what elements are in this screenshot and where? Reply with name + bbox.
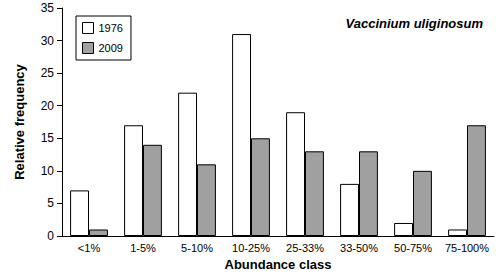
svg-text:5-10%: 5-10% — [181, 242, 213, 254]
svg-text:Relative frequency: Relative frequency — [12, 63, 27, 179]
svg-text:25: 25 — [41, 66, 55, 80]
svg-text:5: 5 — [47, 196, 54, 210]
svg-text:<1%: <1% — [78, 242, 101, 254]
svg-text:Abundance class: Abundance class — [225, 257, 332, 272]
svg-text:35: 35 — [41, 1, 55, 15]
svg-text:15: 15 — [41, 131, 55, 145]
svg-text:0: 0 — [47, 229, 54, 243]
svg-text:1976: 1976 — [99, 22, 123, 34]
svg-text:2009: 2009 — [99, 42, 123, 54]
svg-text:50-75%: 50-75% — [394, 242, 432, 254]
svg-text:10-25%: 10-25% — [232, 242, 270, 254]
svg-text:10: 10 — [41, 164, 55, 178]
svg-text:33-50%: 33-50% — [340, 242, 378, 254]
svg-text:25-33%: 25-33% — [286, 242, 324, 254]
svg-text:30: 30 — [41, 34, 55, 48]
svg-text:20: 20 — [41, 99, 55, 113]
svg-text:75-100%: 75-100% — [445, 242, 489, 254]
svg-text:1-5%: 1-5% — [130, 242, 156, 254]
svg-text:Vaccinium uliginosum: Vaccinium uliginosum — [346, 16, 484, 31]
